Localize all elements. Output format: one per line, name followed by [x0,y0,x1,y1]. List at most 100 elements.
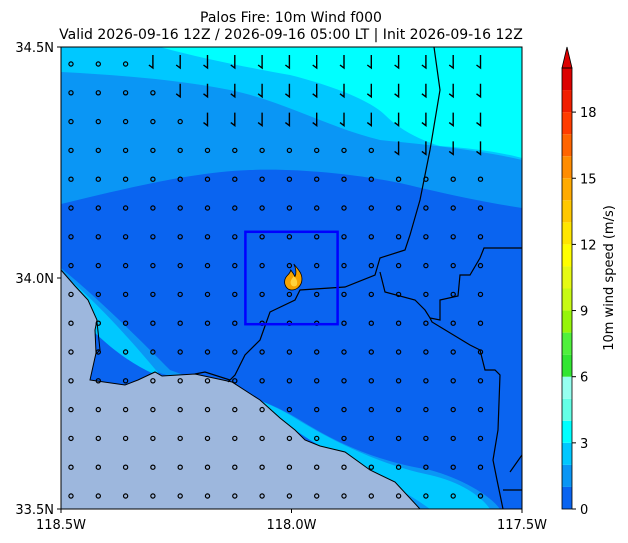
calm-wind-marker [177,118,183,125]
calm-wind-marker [259,176,265,182]
y-tick-label: 34.5N [15,41,54,56]
colorbar-segment [562,156,572,179]
calm-wind-marker [68,176,74,182]
colorbar-segment [562,376,572,399]
calm-wind-marker [259,205,265,211]
y-tick-label: 33.5N [15,503,54,518]
calm-wind-marker [232,320,238,326]
wind-barb [394,112,400,127]
calm-wind-marker [95,378,102,384]
calm-wind-marker [177,176,183,182]
calm-wind-marker [150,118,156,125]
calm-wind-marker [122,291,129,298]
calm-wind-marker [314,493,320,499]
wind-barb [284,112,291,127]
calm-wind-marker [314,406,320,413]
calm-wind-marker [177,349,183,355]
calm-wind-marker [259,349,265,355]
colorbar-frame [561,67,573,510]
colorbar-segment [562,332,572,355]
calm-wind-marker [204,378,211,384]
wind-barb [284,55,291,70]
calm-wind-marker [286,234,293,240]
y-axis: 33.5N 34.0N 34.5N [15,41,61,518]
calm-wind-marker [204,291,211,298]
calm-wind-marker [314,435,320,442]
calm-wind-marker [177,291,183,298]
calm-wind-marker [450,291,456,298]
calm-wind-marker [232,262,238,269]
calm-wind-marker [423,349,429,355]
calm-wind-marker [122,61,129,67]
map-plot-area [61,47,522,509]
colorbar-segment [562,90,572,113]
colorbar-segment [562,200,572,223]
calm-wind-marker [395,493,402,499]
calm-wind-marker [122,435,129,442]
calm-wind-marker [341,234,347,240]
calm-wind-marker [450,464,456,470]
colorbar-tick-label: 0 [580,503,588,518]
calm-wind-marker [368,147,374,154]
wind-barb [175,83,181,99]
calm-wind-marker [259,435,265,442]
colorbar-segment [562,310,572,333]
calm-wind-marker [95,291,102,298]
calm-wind-marker [423,435,429,442]
calm-wind-marker [68,291,74,298]
calm-wind-marker [368,291,374,298]
calm-wind-marker [450,406,456,413]
chart-subtitle: Valid 2026-09-16 12Z / 2026-09-16 05:00 … [59,27,523,43]
wind-barb [421,55,427,70]
calm-wind-marker [204,262,211,269]
wind-barb [312,55,318,70]
calm-wind-marker [286,176,293,182]
calm-wind-marker [395,406,402,413]
wind-barb [257,55,263,70]
calm-wind-marker [477,378,484,384]
calm-wind-marker [477,291,484,298]
calm-wind-marker [95,61,102,67]
calm-wind-marker [368,234,374,240]
calm-wind-marker [150,147,156,154]
calm-wind-marker [232,493,238,499]
calm-wind-marker [177,406,183,413]
wind-barb [257,112,263,127]
colorbar-extend-arrow [561,46,573,69]
wind-barb [175,55,181,70]
calm-wind-marker [341,378,347,384]
calm-wind-marker [341,291,347,298]
calm-wind-marker [341,435,347,442]
calm-wind-marker [95,406,102,413]
colorbar-label: 10m wind speed (m/s) [602,205,617,351]
calm-wind-marker [177,234,183,240]
calm-wind-marker [368,435,374,442]
calm-wind-marker [204,435,211,442]
calm-wind-marker [95,464,102,470]
wind-barb [448,141,454,156]
calm-wind-marker [450,320,456,326]
x-tick-label: 118.0W [266,518,316,533]
wind-barb [284,83,291,99]
calm-wind-marker [341,262,347,269]
calm-wind-marker [314,234,320,240]
calm-wind-marker [395,176,402,182]
calm-wind-marker [450,378,456,384]
calm-wind-marker [204,234,211,240]
wind-band-2-3-south [61,272,490,509]
calm-wind-marker [177,435,183,442]
calm-wind-marker [368,320,374,326]
calm-wind-marker [395,435,402,442]
wind-barb [366,55,372,70]
calm-wind-marker [150,320,156,326]
calm-wind-marker [150,234,156,240]
calm-wind-marker [368,205,374,211]
calm-wind-marker [150,291,156,298]
wind-barb [476,83,482,99]
calm-wind-marker [368,176,374,182]
calm-wind-marker [122,90,129,96]
calm-wind-marker [68,118,74,125]
calm-wind-marker [150,493,156,499]
calm-wind-marker [68,435,74,442]
